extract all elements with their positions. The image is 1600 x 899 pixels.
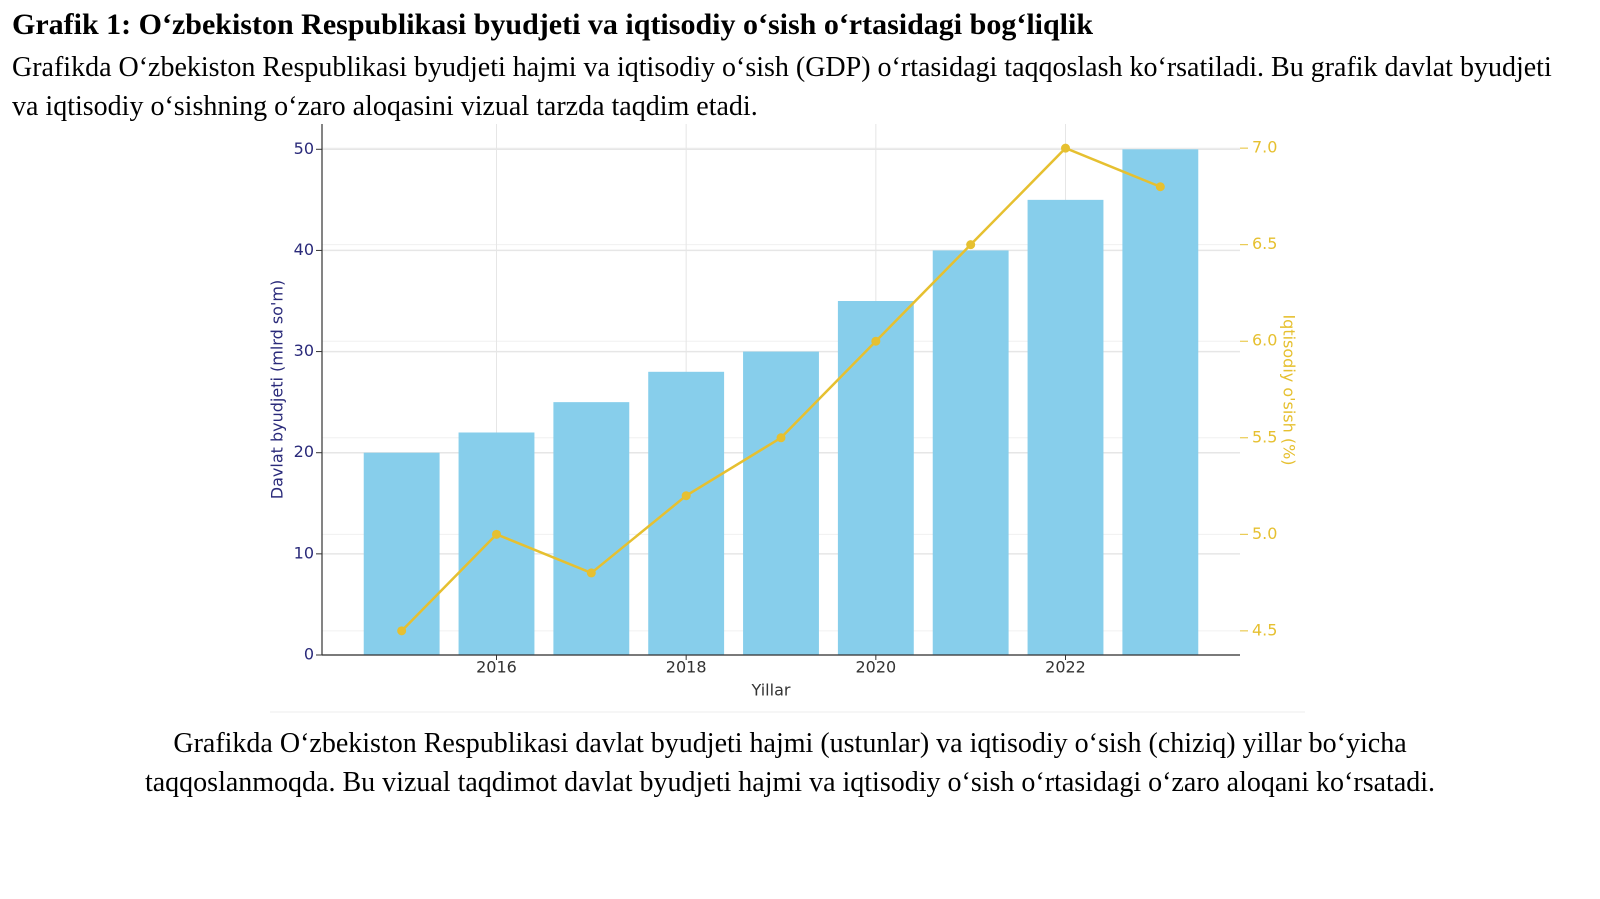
y2-tick-label: 7.0 <box>1252 138 1277 157</box>
y-tick-label: 30 <box>294 341 314 360</box>
y2-axis-label: Iqtisodiy o'sish (%) <box>1280 314 1299 465</box>
y2-tick-label: 6.5 <box>1252 234 1277 253</box>
point <box>1061 143 1071 153</box>
y-tick-label: 20 <box>294 442 314 461</box>
y-tick-label: 0 <box>304 645 314 664</box>
chart: 0 10 20 30 40 50 4.5 5.0 5.5 6.0 6.5 7.0 2016 2018 202… <box>268 124 1305 713</box>
y2-tick-label: 5.0 <box>1252 524 1277 543</box>
y-tick-label: 40 <box>294 240 314 259</box>
y-tick-label: 50 <box>294 139 314 158</box>
x-tick-label: 2016 <box>476 658 517 677</box>
y-tick-label: 10 <box>294 543 314 562</box>
point <box>871 336 881 346</box>
point <box>586 568 596 578</box>
x-tick-label: 2018 <box>666 658 707 677</box>
point <box>776 433 786 443</box>
x-tick-label: 2020 <box>855 658 896 677</box>
bar <box>1027 199 1104 655</box>
point <box>397 626 407 636</box>
x-tick-label: 2022 <box>1045 658 1086 677</box>
description: Grafikda O‘zbekiston Respublikasi byudje… <box>12 52 1552 122</box>
bar <box>458 432 535 655</box>
y2-tick-label: 6.0 <box>1252 331 1277 350</box>
bar <box>932 250 1009 655</box>
bar <box>837 301 914 655</box>
bar <box>1122 149 1199 656</box>
point <box>1155 182 1165 192</box>
caption: Grafikda O‘zbekiston Respublikasi davlat… <box>144 728 1436 798</box>
y2-tick-label: 4.5 <box>1252 620 1277 639</box>
bar <box>363 452 440 655</box>
bar <box>553 402 630 655</box>
point <box>491 529 501 539</box>
y2-tick-label: 5.5 <box>1252 427 1277 446</box>
x-axis-label: Yillar <box>751 681 791 700</box>
bar <box>648 371 725 655</box>
point <box>966 240 976 250</box>
point <box>681 491 691 501</box>
y-axis-label: Davlat byudjeti (mlrd so'm) <box>268 280 287 499</box>
bar <box>743 351 819 655</box>
title: Grafik 1: O‘zbekiston Respublikasi byudj… <box>12 8 1094 41</box>
